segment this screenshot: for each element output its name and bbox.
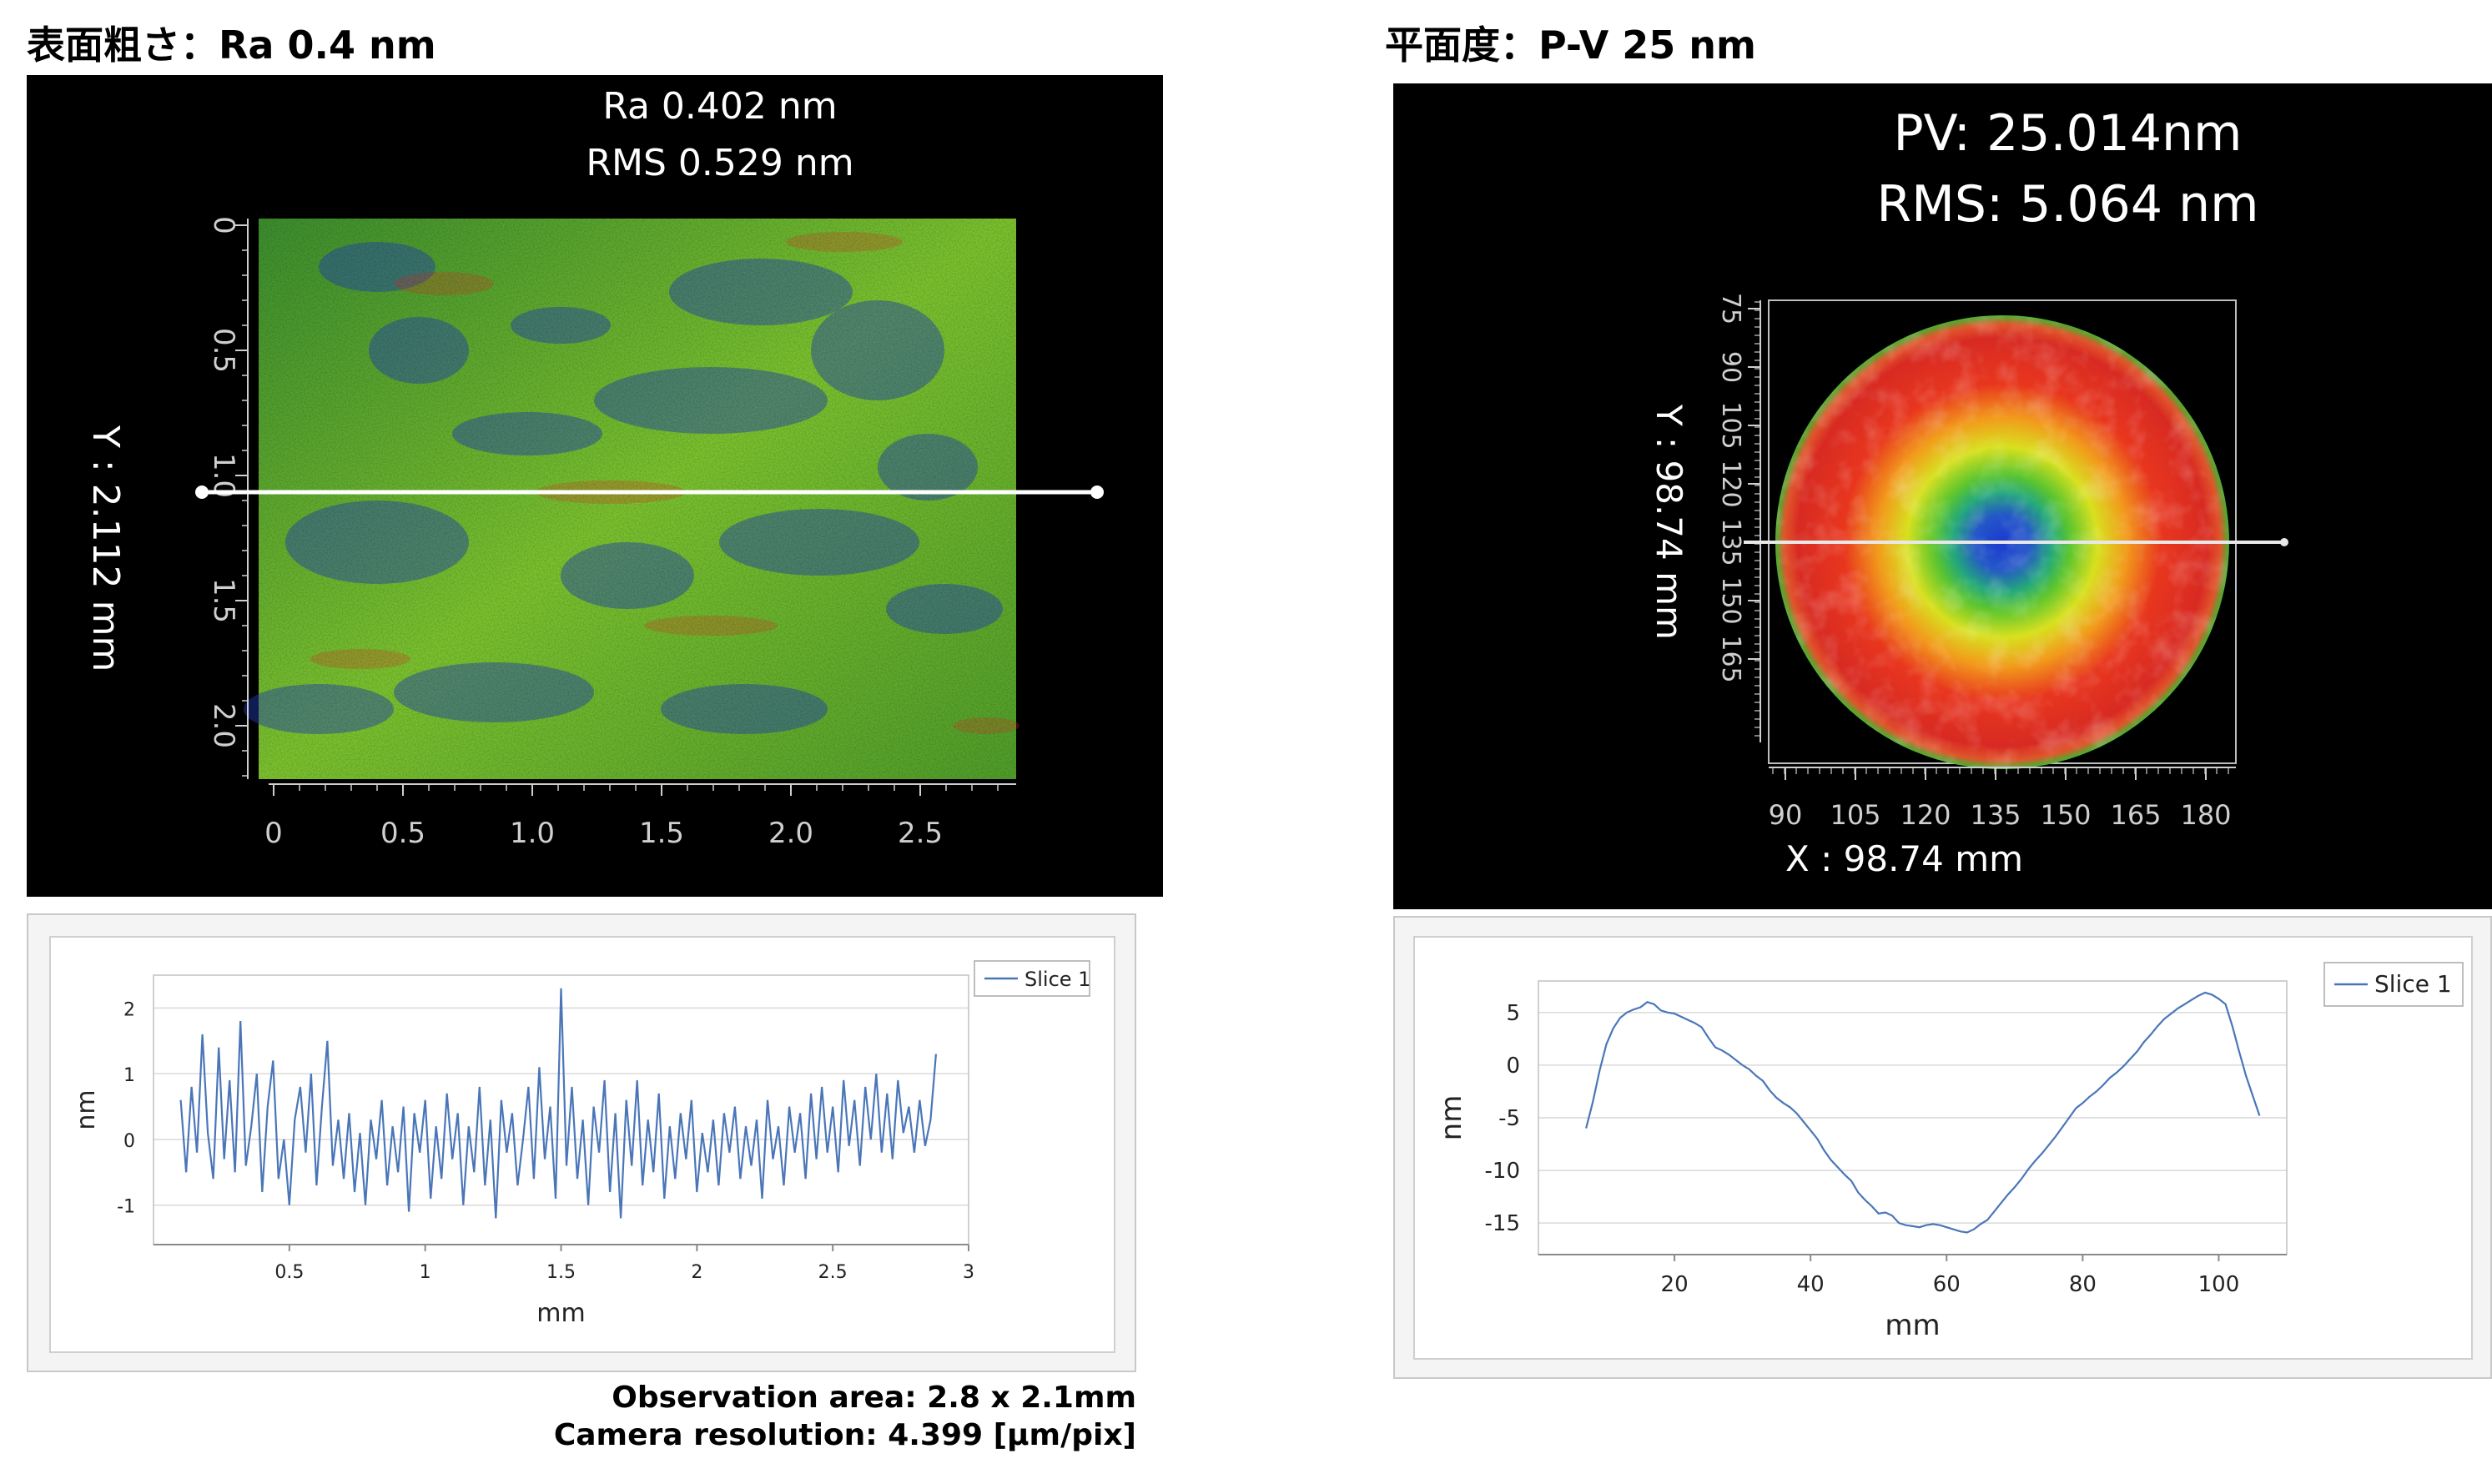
y-tick-label: 5 [1506,1001,1520,1026]
series-line-slice-1 [1585,991,2261,1234]
y-tick-label: 0 [1506,1054,1520,1079]
right-y-axis-label: Y : 98.74 mm [1649,405,1689,640]
x-tick-label: 1.5 [546,1262,576,1283]
x-tick-label: 20 [1661,1272,1689,1297]
left-map-y-tick: 0 [207,216,240,234]
x-tick-label: 60 [1933,1272,1961,1297]
x-tick-label: 2 [691,1262,702,1283]
right-map-x-tick: 180 [2180,799,2231,831]
right-map-panel: PV: 25.014nm RMS: 5.064 nm [1393,83,2492,909]
right-map-y-tick: 90 [1716,351,1745,383]
right-map-y-tick: 120 [1716,460,1745,507]
right-map-x-tick: 120 [1900,799,1951,831]
slice-handle-end[interactable] [1090,485,1104,499]
right-profile-chart: 5 0 -5 -10 -15 20 40 60 80 100 mm nm Slice 1 [1435,962,2464,1342]
observation-area-note: Observation area: 2.8 x 2.1mm [612,1381,1136,1415]
y-tick-label: 1 [123,1065,135,1086]
x-tick-label: 1 [420,1262,431,1283]
right-map-x-tick: 135 [1970,799,2021,831]
series-line-slice-1 [179,988,937,1219]
left-y-axis-label: Y : 2.112 mm [84,425,127,672]
y-axis-label: nm [72,1089,101,1129]
x-tick-label: 80 [2069,1272,2097,1297]
camera-resolution-note: Camera resolution: 4.399 [µm/pix] [553,1418,1136,1452]
slice-handle-start[interactable] [195,485,209,499]
x-tick-label: 100 [2198,1272,2240,1297]
left-map-y-tick: 1.5 [207,578,240,623]
left-map-x-tick: 1.5 [639,817,684,850]
legend-label: Slice 1 [2374,970,2452,998]
x-tick-label: 0.5 [274,1262,304,1283]
flatness-map: 75 90 105 120 135 150 165 90 105 120 135 150 165 180 [1716,293,2288,831]
left-profile-chart: -1 0 1 2 0.5 1 1.5 2 2.5 3 mm nm Slice 1 [72,960,1090,1328]
x-tick-label: 3 [963,1262,974,1283]
right-map-x-tick: 105 [1830,799,1880,831]
rms-value: RMS 0.529 nm [586,142,854,184]
right-map-x-tick: 90 [1769,799,1803,831]
left-map-panel: Ra 0.402 nm RMS 0.529 nm 0 0.5 1.0 1.5 2.0 0 0… [27,75,1163,897]
right-profile-plot: 5 0 -5 -10 -15 20 40 60 80 100 mm nm Slice 1 [1413,936,2473,1360]
map-axes-right: 75 90 105 120 135 150 165 90 105 120 135 150 165 180 [1716,293,2236,831]
y-tick-label: 2 [123,999,135,1020]
legend-label: Slice 1 [1024,968,1090,991]
left-map-y-tick: 2.0 [207,703,240,748]
y-tick-label: 0 [123,1131,135,1152]
left-title: 表面粗さ：Ra 0.4 nm [27,23,436,68]
x-axis-label: mm [536,1299,585,1328]
y-tick-label: -15 [1485,1211,1520,1236]
map-axes: 00.51.01.52.00 0.5 1.0 1.5 2.0 2.5 [207,216,1016,850]
y-tick-label: -1 [117,1197,135,1218]
y-axis-label: nm [1435,1095,1468,1141]
right-map-y-tick: 135 [1716,518,1745,566]
left-map-x-tick: 2.0 [768,817,813,850]
legend[interactable]: Slice 1 [974,960,1090,997]
x-tick-label: 2.5 [818,1262,848,1283]
right-title: 平面度：P-V 25 nm [1385,23,1756,68]
roughness-map: 00.51.01.52.00 0.5 1.0 1.5 2.0 2.5 [195,216,1104,850]
right-map-y-tick: 150 [1716,576,1745,624]
right-profile-frame: 5 0 -5 -10 -15 20 40 60 80 100 mm nm Slice 1 [1393,916,2492,1379]
left-map-y-tick: 0.5 [207,328,240,373]
right-x-axis-label: X : 98.74 mm [1785,838,2024,879]
right-map-y-tick: 165 [1716,635,1745,682]
x-tick-label: 40 [1797,1272,1825,1297]
right-map-x-tick: 150 [2040,799,2091,831]
left-map-x-tick: 2.5 [898,817,943,850]
left-map-x-tick: 0.5 [380,817,425,850]
x-axis-label: mm [1885,1309,1940,1342]
ra-value: Ra 0.402 nm [602,85,838,128]
left-map-x-tick: 1.0 [510,817,555,850]
right-map-x-tick: 165 [2110,799,2161,831]
legend[interactable]: Slice 1 [2323,962,2464,1007]
left-profile-frame: -1 0 1 2 0.5 1 1.5 2 2.5 3 mm nm Slice 1 [27,913,1136,1372]
left-profile-plot: -1 0 1 2 0.5 1 1.5 2 2.5 3 mm nm Slice 1 [49,936,1115,1353]
pv-value: PV: 25.014nm [1893,104,2243,163]
left-map-x-tick: 0 [264,817,283,850]
y-tick-label: -5 [1498,1106,1520,1131]
y-tick-label: -10 [1485,1159,1520,1184]
right-map-y-tick: 105 [1716,401,1745,449]
rms-value-right: RMS: 5.064 nm [1876,175,2259,234]
right-map-y-tick: 75 [1716,293,1745,324]
slice-handle-right[interactable] [2280,538,2288,546]
